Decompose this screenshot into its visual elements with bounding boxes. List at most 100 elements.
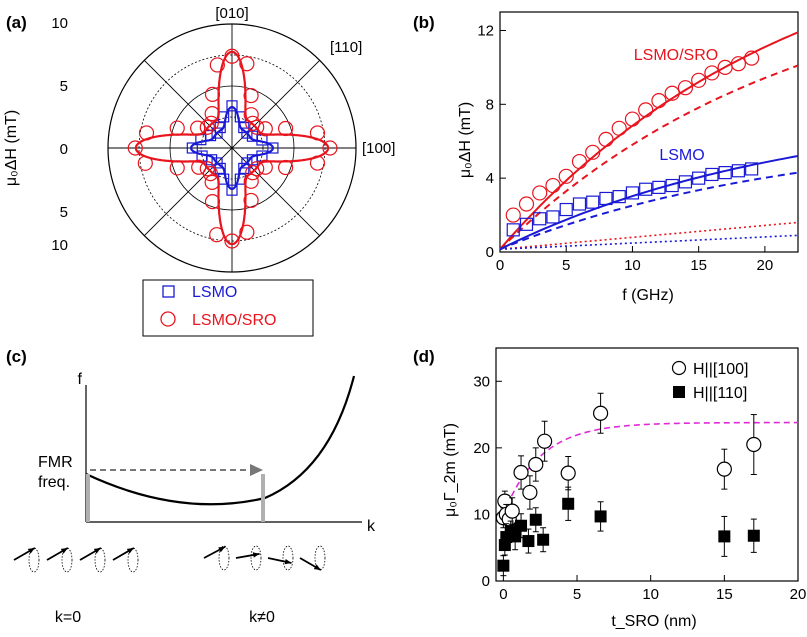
data-point-lsmo-sro: [558, 168, 574, 184]
data-point-lsmo-sro: [190, 120, 206, 136]
legend-label-h110: H||[110]: [693, 385, 747, 402]
precession-cone: [314, 545, 326, 571]
data-point-lsmo-sro: [245, 115, 261, 131]
model-curve: [502, 421, 798, 515]
data-point-lsmo-sro: [243, 173, 259, 189]
data-point-lsmo-sro: [169, 120, 185, 136]
data-point-h100: [522, 484, 538, 501]
y-tick-label: 0: [482, 573, 490, 590]
data-point-h110: [509, 530, 522, 543]
spin-precession-illustrations: [13, 545, 326, 573]
data-point-lsmo-sro: [138, 125, 155, 141]
data-point-lsmo-sro: [624, 111, 641, 127]
data-point-h100: [746, 436, 762, 453]
annotation-lsmo: LSMO: [659, 147, 704, 164]
data-point-h110: [594, 510, 607, 523]
data-point-h100: [504, 503, 520, 519]
data-point-lsmo-sro: [545, 177, 561, 194]
dispersion-curve: [85, 375, 356, 506]
data-point-lsmo: [267, 142, 279, 154]
y-tick-label: 12: [477, 22, 494, 39]
precession-cone: [94, 547, 106, 573]
data-point-lsmo-sro: [243, 107, 259, 123]
plot-frame: [499, 11, 799, 253]
spin-arrowhead: [284, 559, 292, 565]
data-point-lsmo-sro: [744, 50, 760, 66]
data-point-lsmo-sro: [730, 56, 747, 72]
data-point-lsmo-sro: [677, 80, 694, 96]
data-point-lsmo-sro: [199, 119, 215, 135]
axis-label-f: f: [78, 371, 83, 388]
panel-d-ylabel: μ₀Γ_2m (mT): [442, 423, 459, 517]
x-tick-label: 0: [499, 586, 507, 603]
fit-curve-lsmo: [190, 106, 274, 190]
fmr-label-freq: freq.: [38, 474, 70, 491]
panel-b-plot-area: 0 5 10 15 20 0 4 8 12: [477, 11, 799, 274]
x-tick-label: 10: [642, 586, 659, 603]
data-point-lsmo-sro: [309, 155, 326, 171]
data-point-lsmo-sro: [518, 196, 535, 212]
legend-marker-h110: [673, 386, 685, 398]
data-point-lsmo: [226, 100, 238, 112]
radial-tick-label: 5: [60, 78, 68, 95]
direction-label-010: [010]: [215, 5, 248, 22]
radial-tick-label: 10: [51, 237, 68, 254]
data-point-lsmo-sro: [239, 224, 255, 240]
data-point-h110: [529, 513, 542, 526]
data-point-lsmo: [718, 166, 732, 180]
data-point-lsmo: [705, 167, 719, 182]
data-point-lsmo: [745, 162, 759, 176]
dotted-curve-lsmo: [499, 234, 799, 250]
k-nonzero-label: k≠0: [249, 609, 275, 626]
data-point-h110: [497, 559, 510, 572]
x-tick-label: 20: [757, 257, 774, 274]
data-point-lsmo-sro: [651, 93, 667, 109]
data-point-lsmo-sro: [127, 140, 143, 156]
panel-b: (b) μ₀ΔH (mT) f (GHz) 0 5 10 15 20 0 4 8 12 LSMO…: [413, 11, 799, 304]
data-point-lsmo-sro: [257, 159, 273, 175]
data-point-lsmo-sro: [243, 87, 259, 104]
data-point-lsmo: [506, 223, 520, 237]
data-point-lsmo-sro: [278, 159, 294, 176]
direction-label-110: [110]: [330, 39, 362, 56]
data-point-lsmo: [625, 186, 640, 200]
x-tick-label: 10: [624, 257, 641, 274]
data-point-lsmo: [599, 191, 613, 206]
precession-cone: [28, 547, 40, 573]
data-point-lsmo-sro: [191, 159, 207, 175]
data-point-lsmo-sro: [169, 160, 185, 176]
data-point-lsmo-sro: [505, 207, 521, 223]
plot-frame: [495, 347, 799, 582]
fit-curve-dashed-lsmo-sro: [499, 64, 799, 250]
data-point-lsmo-sro: [209, 227, 225, 243]
x-tick-label: 5: [562, 257, 570, 274]
data-point-lsmo: [639, 182, 653, 196]
data-point-lsmo-sro: [224, 48, 240, 64]
polar-grid: [107, 23, 357, 273]
data-point-lsmo-sro: [137, 155, 153, 171]
data-point-lsmo: [238, 121, 250, 134]
panel-d-xlabel: t_SRO (nm): [611, 613, 696, 630]
data-point-lsmo-sro: [224, 233, 240, 249]
direction-label-100: [100]: [362, 140, 395, 157]
data-point-lsmo: [546, 210, 560, 224]
panel-d-label: (d): [413, 347, 435, 366]
legend-label-h100: H||[100]: [693, 361, 748, 378]
data-point-lsmo: [519, 217, 534, 231]
fmr-arrowhead: [250, 464, 263, 476]
data-point-lsmo-sro: [199, 161, 215, 177]
data-point-lsmo-sro: [204, 194, 221, 210]
y-tick-label: 20: [473, 440, 490, 457]
data-point-lsmo: [226, 184, 238, 196]
data-point-h100: [592, 405, 609, 421]
data-point-h100: [716, 461, 732, 477]
spin-arrowhead: [218, 546, 226, 553]
data-point-lsmo-sro: [309, 125, 326, 141]
data-point-lsmo-sro: [691, 72, 707, 88]
data-point-lsmo-sro: [638, 102, 654, 118]
data-point-h100: [537, 433, 553, 449]
panel-b-ylabel: μ₀ΔH (mT): [457, 102, 474, 178]
data-point-lsmo-sro: [532, 185, 548, 201]
annotation-lsmo-sro: LSMO/SRO: [634, 47, 718, 64]
